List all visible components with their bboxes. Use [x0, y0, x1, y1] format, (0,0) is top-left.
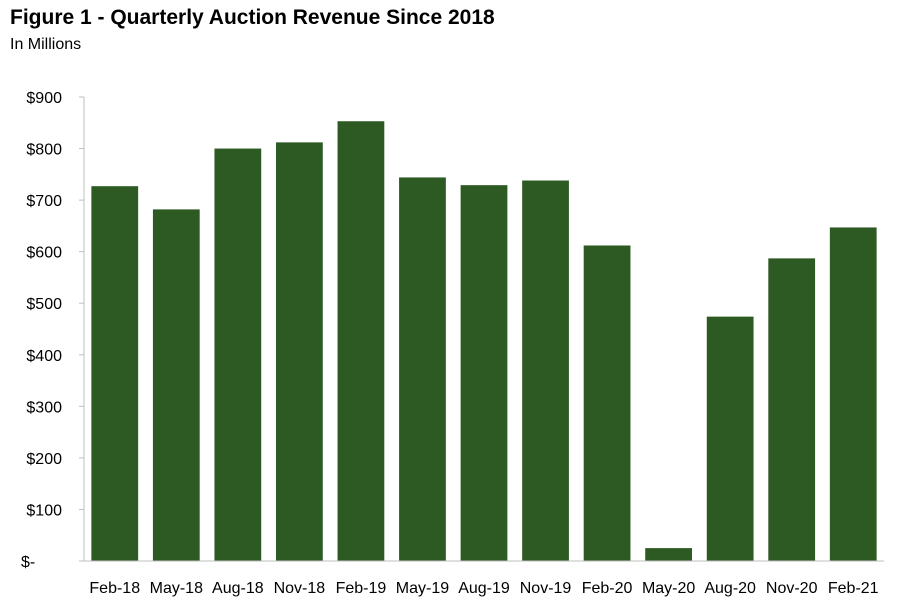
- x-tick-label: May-19: [396, 580, 449, 597]
- bar: [583, 245, 631, 562]
- x-tick-label: Aug-18: [212, 580, 264, 597]
- bar: [276, 142, 323, 561]
- x-tick-label: Feb-21: [828, 580, 879, 597]
- chart-title: Figure 1 - Quarterly Auction Revenue Sin…: [10, 6, 495, 29]
- x-tick-label: Nov-20: [766, 580, 818, 597]
- y-tick-label: $-: [21, 554, 35, 571]
- bar: [460, 185, 508, 561]
- bar: [152, 209, 200, 561]
- y-axis: $- $100 $200 $300 $400 $500 $600 $700 $800 $900: [21, 90, 85, 571]
- x-tick-label: Feb-20: [582, 580, 633, 597]
- bar: [645, 548, 692, 561]
- bar: [706, 316, 754, 561]
- y-tick-label: $200: [26, 451, 62, 468]
- x-tick-label: Feb-19: [336, 580, 387, 597]
- x-tick-label: Nov-19: [520, 580, 572, 597]
- y-tick-label: $900: [26, 90, 62, 107]
- y-tick-label: $400: [26, 348, 62, 365]
- x-tick-label: May-18: [150, 580, 203, 597]
- y-tick-label: $600: [26, 245, 62, 262]
- bars: [91, 121, 877, 562]
- x-tick-label: Aug-20: [704, 580, 756, 597]
- y-tick-label: $700: [26, 193, 62, 210]
- bar: [399, 177, 446, 561]
- chart-subtitle: In Millions: [10, 36, 82, 53]
- x-axis: Feb-18 May-18 Aug-18 Nov-18 Feb-19 May-19 Aug-…: [84, 560, 884, 597]
- bar: [91, 186, 139, 561]
- y-tick-label: $500: [26, 296, 62, 313]
- bar: [768, 258, 816, 561]
- bar: [337, 121, 385, 561]
- x-tick-label: May-20: [642, 580, 695, 597]
- bar: [522, 180, 569, 561]
- y-tick-label: $100: [26, 502, 62, 519]
- y-tick-label: $800: [26, 142, 62, 159]
- x-tick-label: Nov-18: [274, 580, 326, 597]
- x-tick-label: Feb-18: [89, 580, 140, 597]
- bar: [214, 148, 262, 561]
- bar: [829, 227, 877, 561]
- x-tick-label: Aug-19: [458, 580, 510, 597]
- y-tick-label: $300: [26, 399, 62, 416]
